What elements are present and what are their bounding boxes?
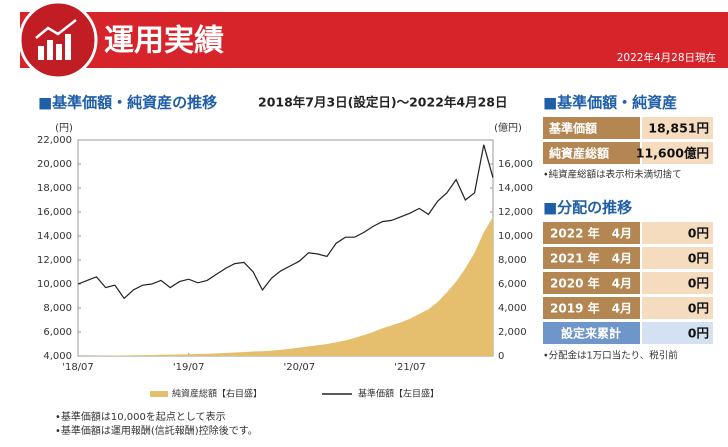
y2-tick-label: 4,000	[498, 303, 527, 314]
row-label: 純資産総額	[549, 146, 609, 161]
row-label: 2022 年 4月	[550, 226, 632, 241]
legend-swatch	[150, 391, 168, 397]
y-unit: (円)	[55, 123, 73, 134]
chart-period: 2018年7月3日(設定日)～2022年4月28日	[258, 95, 508, 110]
y2-unit: (億円)	[494, 121, 522, 134]
row-value: 0円	[688, 276, 709, 291]
y2-tick-label: 6,000	[498, 279, 527, 290]
y2-tick-label: 12,000	[498, 207, 533, 218]
row-label: 設定来累計	[561, 326, 621, 341]
row-value: 0円	[688, 301, 709, 316]
value-cell	[642, 272, 713, 294]
legend-label: 基準価額【左目盛】	[358, 388, 439, 400]
y-tick-label: 10,000	[37, 279, 72, 290]
y-tick-label: 16,000	[37, 207, 72, 218]
dist-heading: ■分配の推移	[543, 199, 632, 217]
x-tick-label: '19/07	[173, 362, 205, 373]
y2-tick-label: 0	[498, 351, 504, 362]
price-heading: ■基準価額・純資産	[543, 94, 677, 112]
x-tick-label: '21/07	[394, 362, 426, 373]
row-label: 2021 年 4月	[550, 251, 632, 266]
header-title: 運用実績	[104, 24, 224, 59]
x-tick-label: '18/07	[62, 362, 94, 373]
y2-tick-label: 10,000	[498, 231, 533, 242]
header-date: 2022年4月28日現在	[617, 51, 716, 64]
y-tick-label: 22,000	[37, 135, 72, 146]
label-cell	[543, 247, 640, 269]
y2-tick-label: 2,000	[498, 327, 527, 338]
chart-heading: ■基準価額・純資産の推移	[38, 94, 217, 112]
label-cell	[543, 272, 640, 294]
label-cell	[543, 117, 640, 139]
note: •基準価額は運用報酬(信託報酬)控除後です。	[55, 424, 258, 437]
value-cell	[642, 142, 713, 164]
y2-tick-label: 8,000	[498, 255, 527, 266]
row-value: 18,851円	[648, 121, 709, 136]
row-label: 2020 年 4月	[550, 276, 632, 291]
row-label: 2019 年 4月	[550, 301, 632, 316]
header-band	[20, 12, 728, 68]
row-value: 11,600億円	[636, 146, 709, 161]
price-note: •純資産総額は表示桁未満切捨て	[543, 169, 682, 181]
y2-tick-label: 14,000	[498, 183, 533, 194]
y-tick-label: 12,000	[37, 255, 72, 266]
label-cell	[543, 222, 640, 244]
label-cell	[543, 142, 640, 164]
value-cell	[642, 247, 713, 269]
row-label: 基準価額	[548, 121, 597, 136]
label-cell	[543, 322, 640, 344]
row-value: 0円	[688, 226, 709, 241]
y-tick-label: 18,000	[37, 183, 72, 194]
row-value: 0円	[688, 326, 709, 341]
header-badge	[18, 0, 98, 80]
line	[77, 144, 494, 300]
y2-tick-label: 16,000	[498, 159, 533, 170]
value-cell	[642, 222, 713, 244]
y-tick-label: 6,000	[43, 327, 72, 338]
value-cell	[642, 117, 713, 139]
note: •基準価額は10,000を起点として表示	[55, 410, 226, 423]
y-tick-label: 20,000	[37, 159, 72, 170]
y-tick-label: 8,000	[43, 303, 72, 314]
row-value: 0円	[688, 251, 709, 266]
legend-label: 純資産総額【右目盛】	[172, 388, 262, 400]
y-tick-label: 4,000	[43, 351, 72, 362]
dist-note: •分配金は1万口当たり、税引前	[543, 350, 678, 362]
badge-icon	[35, 19, 77, 60]
value-cell	[642, 297, 713, 319]
area	[78, 216, 493, 356]
x-tick-label: '20/07	[284, 362, 316, 373]
label-cell	[543, 297, 640, 319]
value-cell	[642, 322, 713, 344]
y-tick-label: 14,000	[37, 231, 72, 242]
